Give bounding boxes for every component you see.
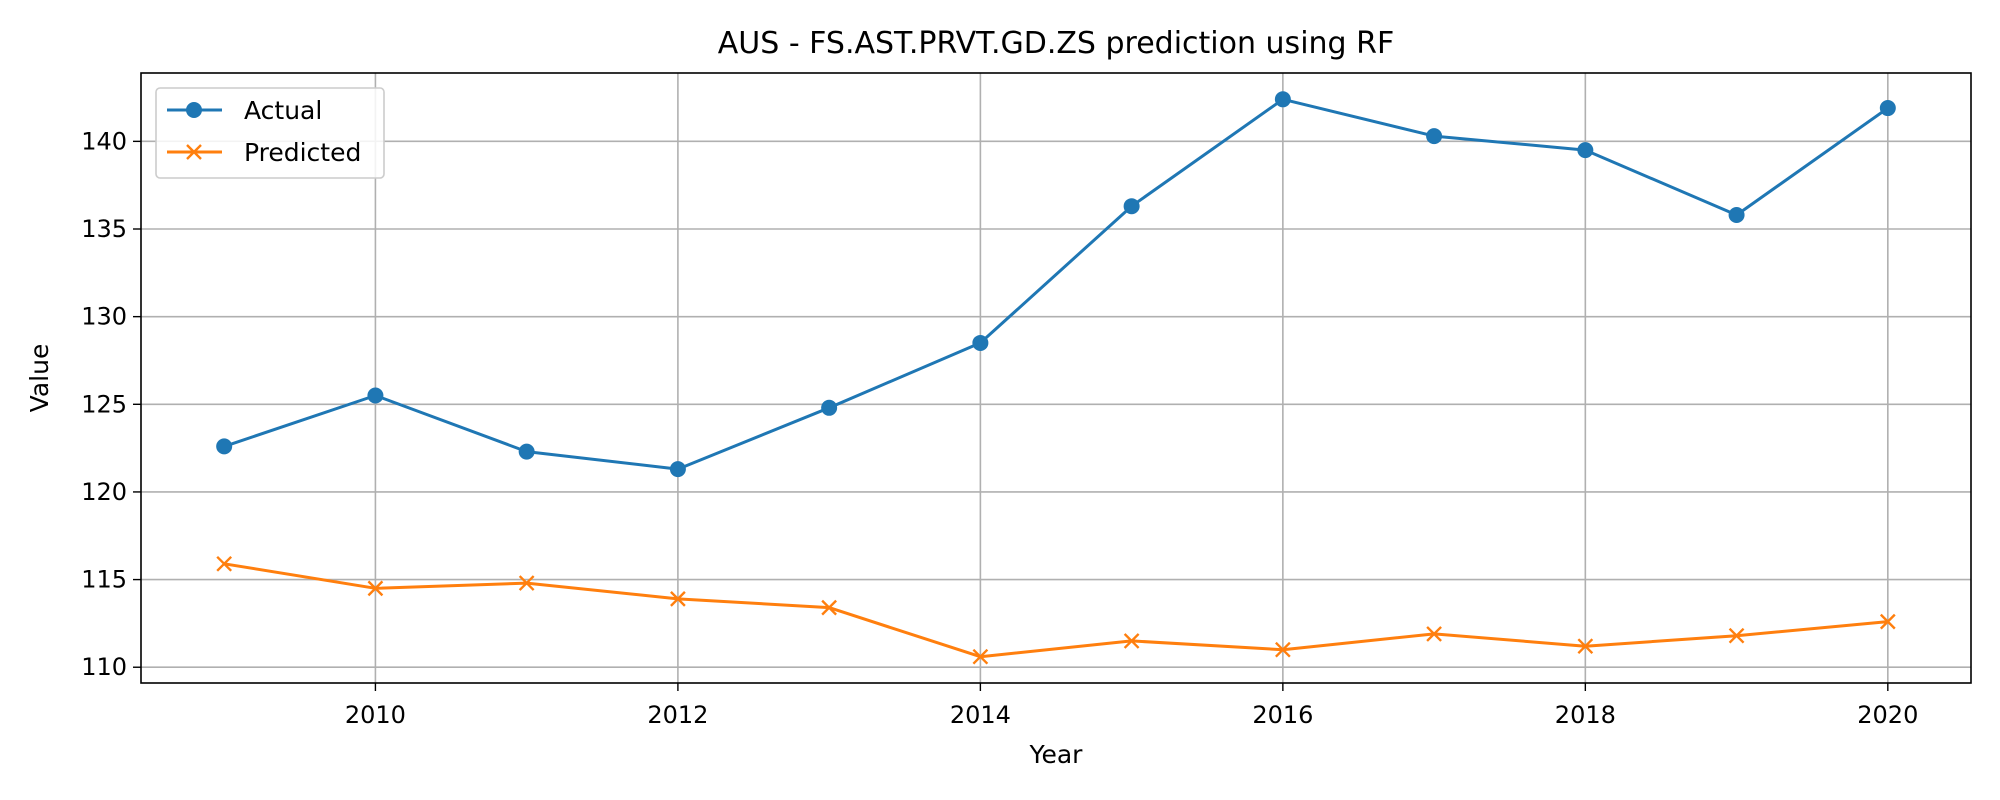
predicted-series-line	[222, 562, 1890, 659]
x-axis-label: Year	[1029, 740, 1084, 769]
tick-layer: 2010 2012 2014 2016 2018 2020 110 115 120 125 130 1…	[81, 127, 1918, 729]
x-tick-label: 2012	[647, 701, 708, 729]
actual-point	[669, 461, 686, 478]
x-tick-label: 2010	[345, 701, 406, 729]
grid	[141, 73, 1971, 683]
actual-point	[1123, 198, 1140, 215]
legend-actual-label: Actual	[244, 96, 322, 125]
x-tick-label: 2020	[1857, 701, 1918, 729]
predicted-point	[1123, 633, 1140, 649]
actual-series-line	[222, 97, 1890, 471]
legend-actual-marker	[186, 102, 202, 118]
y-tick-label: 135	[81, 215, 127, 243]
actual-point	[1426, 128, 1443, 145]
x-tick-label: 2018	[1555, 701, 1616, 729]
predicted-point	[670, 591, 686, 607]
actual-point	[518, 443, 535, 460]
actual-point	[1274, 91, 1291, 108]
predicted-point	[1577, 638, 1594, 655]
y-tick-label: 120	[81, 478, 127, 506]
actual-point	[367, 387, 384, 404]
actual-point	[972, 334, 989, 351]
predicted-point	[972, 648, 989, 665]
legend-predicted-marker	[186, 144, 202, 160]
predicted-point	[1879, 613, 1896, 630]
predicted-point	[1426, 626, 1442, 642]
legend-predicted-label: Predicted	[244, 138, 361, 167]
predicted-point	[216, 555, 233, 572]
actual-point	[216, 438, 233, 455]
actual-point	[1879, 100, 1896, 117]
predicted-point	[518, 575, 535, 591]
x-tick-label: 2016	[1252, 701, 1313, 729]
plot-frame	[140, 72, 1972, 684]
predicted-point	[1275, 641, 1291, 658]
actual-point	[821, 399, 838, 416]
chart-title: AUS - FS.AST.PRVT.GD.ZS prediction using…	[718, 26, 1394, 61]
y-tick-label: 140	[81, 127, 127, 155]
x-tick-label: 2014	[950, 701, 1011, 729]
legend: Actual Predicted	[155, 87, 385, 179]
y-tick-label: 125	[81, 390, 127, 418]
series-layer	[216, 91, 1896, 665]
predicted-point	[821, 599, 837, 616]
actual-point	[1728, 206, 1745, 223]
y-tick-label: 130	[81, 303, 127, 331]
y-tick-label: 115	[81, 566, 127, 594]
predicted-point	[1728, 627, 1745, 644]
predicted-point	[367, 580, 384, 597]
y-tick-label: 110	[81, 653, 127, 681]
actual-point	[1577, 142, 1594, 159]
y-axis-label: Value	[25, 344, 54, 413]
